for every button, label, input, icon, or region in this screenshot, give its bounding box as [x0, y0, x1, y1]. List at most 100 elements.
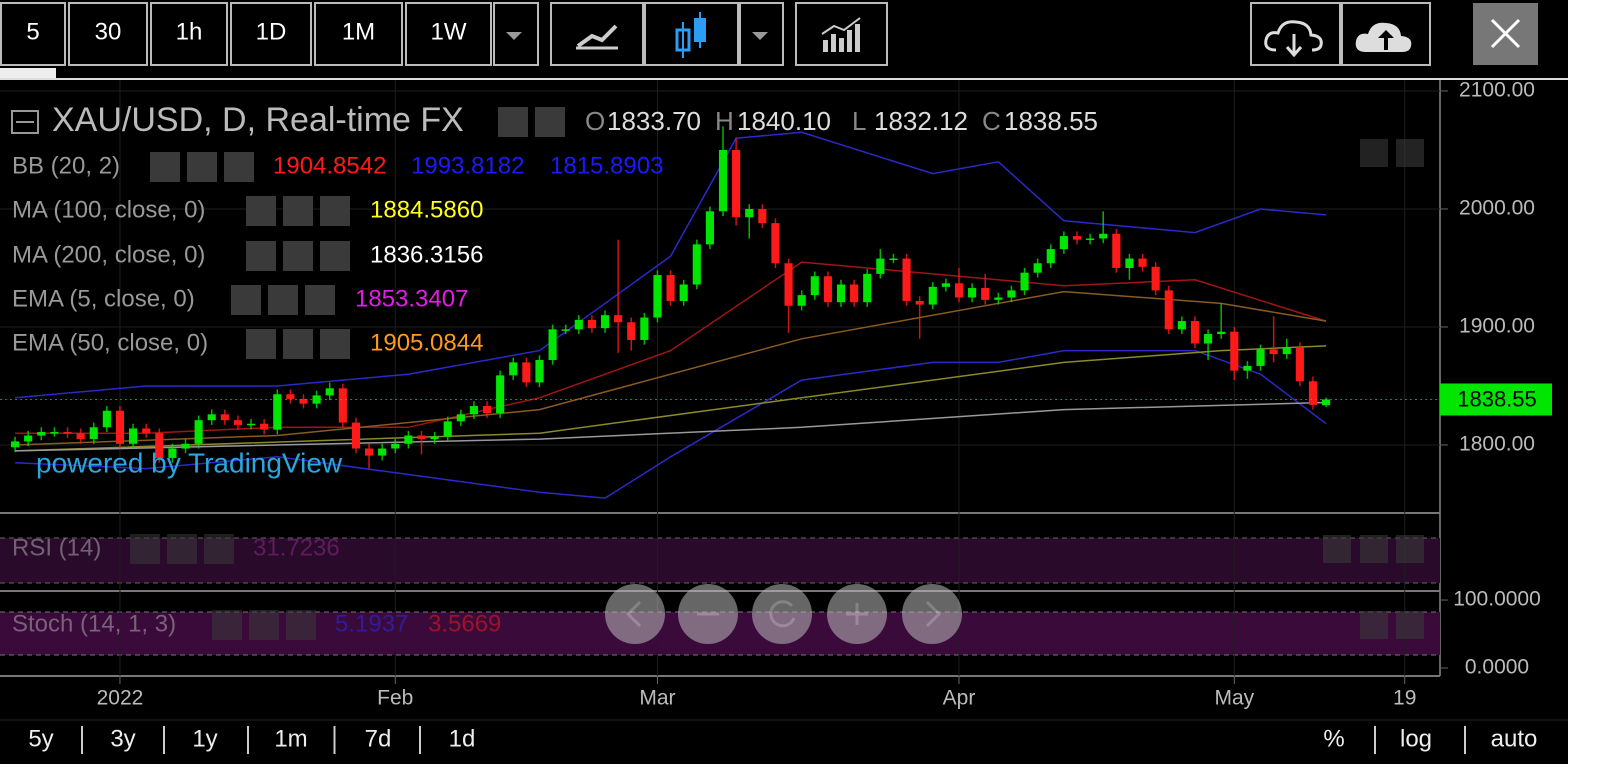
button-frame[interactable]	[68, 2, 148, 66]
interval-button[interactable]: 30	[68, 2, 148, 66]
candle-body	[876, 258, 885, 274]
candle-body	[810, 276, 819, 296]
candle-body	[574, 319, 583, 330]
eye-icon[interactable]	[212, 610, 242, 640]
move-down-button[interactable]	[1360, 535, 1388, 563]
interval-dropdown[interactable]	[493, 2, 539, 66]
button-frame[interactable]	[314, 2, 403, 66]
candle-body	[482, 406, 492, 414]
remove-icon[interactable]	[224, 152, 254, 182]
range-button[interactable]: 5y	[28, 725, 53, 752]
candle-body	[1125, 258, 1134, 268]
candle-body	[981, 288, 990, 300]
candle-body	[994, 297, 1003, 300]
gear-icon[interactable]	[187, 152, 217, 182]
move-down-button[interactable]	[1360, 139, 1388, 167]
button-frame[interactable]	[405, 2, 492, 66]
remove-icon[interactable]	[204, 534, 234, 564]
ohlc-key: O	[585, 106, 605, 136]
indicator-name: BB (20, 2)	[12, 152, 120, 179]
scale-option[interactable]: log	[1400, 725, 1432, 752]
candle-body	[1256, 349, 1265, 366]
eye-icon[interactable]	[150, 152, 180, 182]
maximize-button[interactable]	[1396, 535, 1424, 563]
right-edge	[1568, 0, 1600, 782]
candle-body	[417, 435, 426, 440]
button-frame[interactable]	[150, 2, 228, 66]
maximize-button[interactable]	[1396, 139, 1424, 167]
scale-option[interactable]: %	[1323, 725, 1344, 752]
candle-style-button[interactable]	[644, 2, 739, 66]
gear-icon[interactable]	[249, 610, 279, 640]
candle-icon-body	[694, 18, 706, 42]
eye-icon[interactable]	[246, 329, 276, 359]
interval-button[interactable]: 1M	[314, 2, 403, 66]
pane-value: 5.1937	[335, 610, 408, 637]
interval-button[interactable]: 5	[0, 2, 66, 66]
move-up-button[interactable]	[1360, 611, 1388, 639]
eye-icon[interactable]	[498, 107, 528, 137]
interval-button[interactable]: 1D	[230, 2, 312, 66]
candle-body	[889, 258, 898, 261]
plus-icon	[846, 603, 868, 625]
eye-icon[interactable]	[246, 241, 276, 271]
candle-body	[1086, 238, 1095, 240]
dropdown-arrow	[752, 32, 768, 40]
close-button[interactable]	[1473, 3, 1538, 65]
eye-icon[interactable]	[246, 196, 276, 226]
indicators-button[interactable]	[795, 2, 888, 66]
candle-body	[142, 428, 151, 434]
range-button[interactable]: 7d	[365, 725, 392, 752]
remove-icon[interactable]	[320, 241, 350, 271]
chart-type-dropdown[interactable]	[739, 2, 784, 66]
gear-icon[interactable]	[167, 534, 197, 564]
indicator-line	[15, 261, 1327, 434]
collapse-icon[interactable]	[11, 110, 39, 134]
eye-icon[interactable]	[231, 285, 261, 315]
button-frame[interactable]	[795, 2, 888, 66]
gear-icon[interactable]	[283, 196, 313, 226]
ohlc-value: 1832.12	[874, 106, 968, 136]
range-button[interactable]: 1m	[274, 725, 307, 752]
line-style-button[interactable]	[550, 2, 644, 66]
candle-body	[1112, 233, 1121, 268]
maximize-button[interactable]	[1396, 611, 1424, 639]
candle-body	[273, 394, 282, 430]
candle-body	[954, 283, 964, 298]
remove-icon[interactable]	[320, 329, 350, 359]
button-frame[interactable]	[0, 2, 66, 66]
indicator-value: 1836.3156	[370, 241, 483, 268]
remove-icon[interactable]	[305, 285, 335, 315]
scroll-left-button[interactable]	[605, 584, 665, 644]
gear-icon[interactable]	[268, 285, 298, 315]
gear-icon[interactable]	[535, 107, 565, 137]
remove-icon[interactable]	[286, 610, 316, 640]
x-tick-label: 2022	[97, 687, 144, 710]
reset-button[interactable]	[752, 584, 812, 644]
button-frame[interactable]	[550, 2, 644, 66]
labels: 5 30 1h 1D 1M 1WO 1833.70 H 1840.10 L 1832.12 C 1838…	[0, 2, 1552, 754]
range-button[interactable]: 1y	[192, 725, 217, 752]
save-button[interactable]	[1341, 2, 1431, 66]
interval-label: 30	[95, 18, 122, 45]
candle-body	[627, 322, 636, 340]
button-frame[interactable]	[644, 2, 739, 66]
scroll-right-button[interactable]	[902, 584, 962, 644]
gear-icon[interactable]	[283, 329, 313, 359]
button-frame[interactable]	[230, 2, 312, 66]
range-button[interactable]: 1d	[449, 725, 476, 752]
rsi-band	[0, 538, 1440, 583]
eye-icon[interactable]	[130, 534, 160, 564]
move-up-button[interactable]	[1323, 535, 1351, 563]
load-button[interactable]	[1250, 2, 1341, 66]
interval-button[interactable]: 1W	[405, 2, 492, 66]
interval-button[interactable]: 1h	[150, 2, 228, 66]
scale-option[interactable]: auto	[1491, 725, 1538, 752]
candle-body	[836, 284, 846, 303]
indicator-line	[15, 401, 1327, 452]
remove-icon[interactable]	[320, 196, 350, 226]
gear-icon[interactable]	[283, 241, 313, 271]
range-button[interactable]: 3y	[110, 725, 135, 752]
candle-body	[522, 362, 531, 383]
